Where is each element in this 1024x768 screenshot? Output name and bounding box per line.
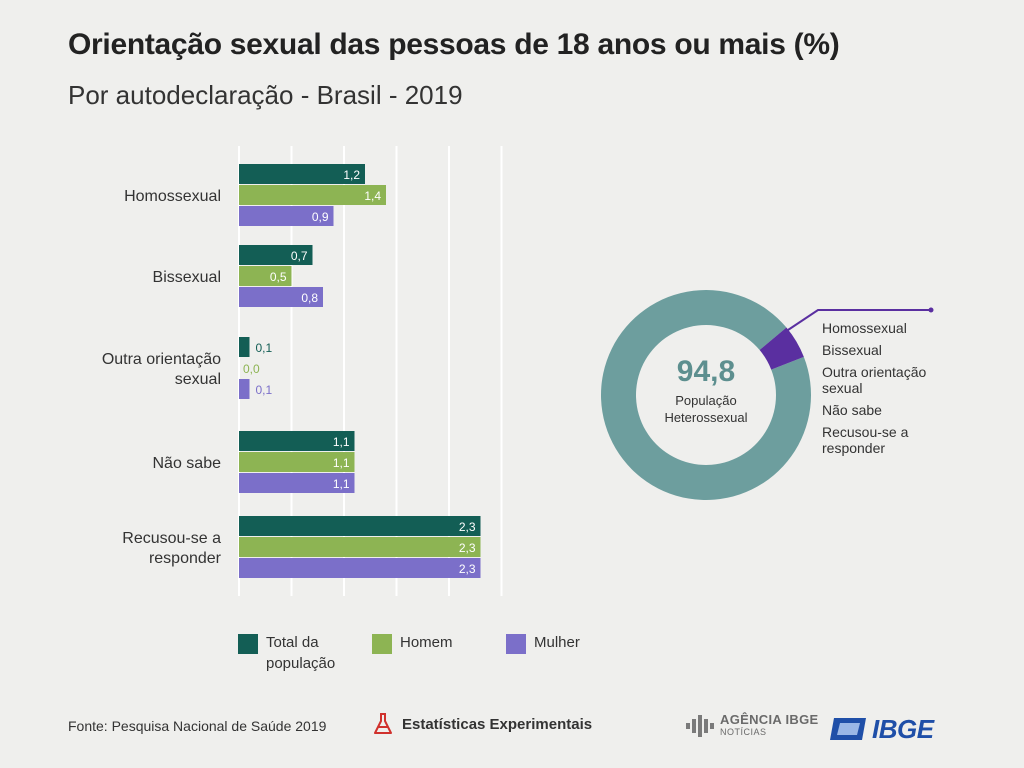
donut-list-item-text: Recusou-se a bbox=[822, 424, 909, 440]
category-label: responder bbox=[149, 550, 222, 567]
ibge-flag-icon bbox=[830, 718, 866, 740]
bar-value-label: 0,8 bbox=[301, 291, 318, 305]
bar-value-label: 0,7 bbox=[291, 249, 308, 263]
legend-label-homem: Homem bbox=[400, 634, 453, 651]
bar-legend: Total da população Homem Mulher bbox=[238, 632, 614, 674]
donut-list-item-text: Bissexual bbox=[822, 342, 882, 358]
category-label: Não sabe bbox=[153, 455, 222, 472]
agencia-mark-icon bbox=[686, 715, 714, 737]
bar-value-label: 1,1 bbox=[333, 456, 350, 470]
bar-value-label: 0,1 bbox=[256, 341, 273, 355]
donut-chart: 94,8 População Heterossexual bbox=[601, 289, 934, 501]
donut-leader-dot bbox=[928, 307, 934, 313]
legend-swatch-homem bbox=[372, 634, 392, 654]
category-label: Homossexual bbox=[124, 188, 221, 205]
footer-stats-label: Estatísticas Experimentais bbox=[402, 715, 593, 733]
donut-list-item-text: Outra orientação bbox=[822, 364, 927, 380]
ibge-logo: IBGE bbox=[830, 716, 934, 742]
bar-homem bbox=[239, 452, 355, 472]
donut-center-value: 94,8 bbox=[677, 355, 735, 388]
donut-slice-outras bbox=[759, 327, 804, 370]
legend-swatch-total bbox=[238, 634, 258, 654]
bar-value-label: 1,1 bbox=[333, 477, 350, 491]
donut-list-item-text: responder bbox=[822, 440, 886, 456]
bar-value-label: 0,9 bbox=[312, 210, 329, 224]
donut-leader-line bbox=[787, 309, 931, 331]
donut-list-item-text: sexual bbox=[822, 380, 863, 396]
legend-label-mulher: Mulher bbox=[534, 634, 580, 651]
bar-value-label: 1,4 bbox=[364, 189, 381, 203]
bar-value-label: 0,0 bbox=[243, 362, 260, 376]
bar-value-label: 2,3 bbox=[459, 562, 476, 576]
legend-item-mulher: Mulher bbox=[506, 632, 614, 674]
legend-item-homem: Homem bbox=[372, 632, 480, 674]
donut-list-item: Bissexual bbox=[822, 342, 926, 358]
donut-list-item-text: Homossexual bbox=[822, 320, 907, 336]
donut-list-item: Recusou-se a responder bbox=[822, 424, 926, 456]
donut-list-item: Não sabe bbox=[822, 402, 926, 418]
legend-label-total: Total da população bbox=[266, 634, 336, 672]
donut-list-item-text: Não sabe bbox=[822, 402, 882, 418]
agencia-name: AGÊNCIA IBGE bbox=[720, 712, 819, 727]
chart-subtitle: Por autodeclaração - Brasil - 2019 bbox=[68, 80, 463, 110]
agencia-ibge-logo: AGÊNCIA IBGE NOTÍCIAS bbox=[686, 712, 819, 738]
bar-value-labels: 1,2 1,4 0,9 0,7 0,5 0,8 0,1 0,0 0,1 1,1 1,1 1,1 2,3 2… bbox=[243, 168, 476, 576]
bar-mulher bbox=[239, 473, 355, 493]
bar-total bbox=[239, 337, 250, 357]
bar-homem bbox=[239, 537, 481, 557]
category-label: sexual bbox=[175, 371, 221, 388]
bar-mulher bbox=[239, 379, 250, 399]
bar-total bbox=[239, 516, 481, 536]
ibge-logo-text: IBGE bbox=[872, 714, 934, 744]
bar-mulher bbox=[239, 287, 323, 307]
bar-value-label: 0,1 bbox=[256, 383, 273, 397]
chart-title: Orientação sexual das pessoas de 18 anos… bbox=[68, 28, 840, 61]
footer-source: Fonte: Pesquisa Nacional de Saúde 2019 bbox=[68, 718, 327, 734]
donut-center-label: Heterossexual bbox=[664, 410, 747, 425]
donut-slice-heterossexual bbox=[601, 289, 811, 501]
bar-category-labels: Homossexual Bissexual Outra orientação sexu… bbox=[102, 188, 222, 567]
bar-value-label: 2,3 bbox=[459, 541, 476, 555]
bar-total bbox=[239, 164, 365, 184]
category-label: Bissexual bbox=[153, 269, 221, 286]
flask-icon bbox=[374, 713, 392, 734]
bar-total bbox=[239, 245, 313, 265]
bar-value-label: 0,5 bbox=[270, 270, 287, 284]
agencia-sub: NOTÍCIAS bbox=[720, 727, 767, 737]
donut-other-list: Homossexual Bissexual Outra orientação sexu… bbox=[822, 320, 926, 462]
bar-mulher bbox=[239, 206, 334, 226]
category-label: Outra orientação bbox=[102, 351, 221, 368]
donut-list-item: Homossexual bbox=[822, 320, 926, 336]
donut-center-label: População bbox=[675, 393, 736, 408]
bar-marks bbox=[239, 164, 481, 578]
bar-value-label: 1,2 bbox=[343, 168, 360, 182]
legend-swatch-mulher bbox=[506, 634, 526, 654]
donut-list-item: Outra orientação sexual bbox=[822, 364, 926, 396]
legend-item-total: Total da população bbox=[238, 632, 346, 674]
category-label: Recusou-se a bbox=[122, 530, 221, 547]
bar-total bbox=[239, 431, 355, 451]
bar-homem bbox=[239, 185, 386, 205]
bar-value-label: 1,1 bbox=[333, 435, 350, 449]
bar-mulher bbox=[239, 558, 481, 578]
bar-value-label: 2,3 bbox=[459, 520, 476, 534]
bar-homem bbox=[239, 266, 292, 286]
footer-stats: Estatísticas Experimentais bbox=[372, 712, 592, 736]
